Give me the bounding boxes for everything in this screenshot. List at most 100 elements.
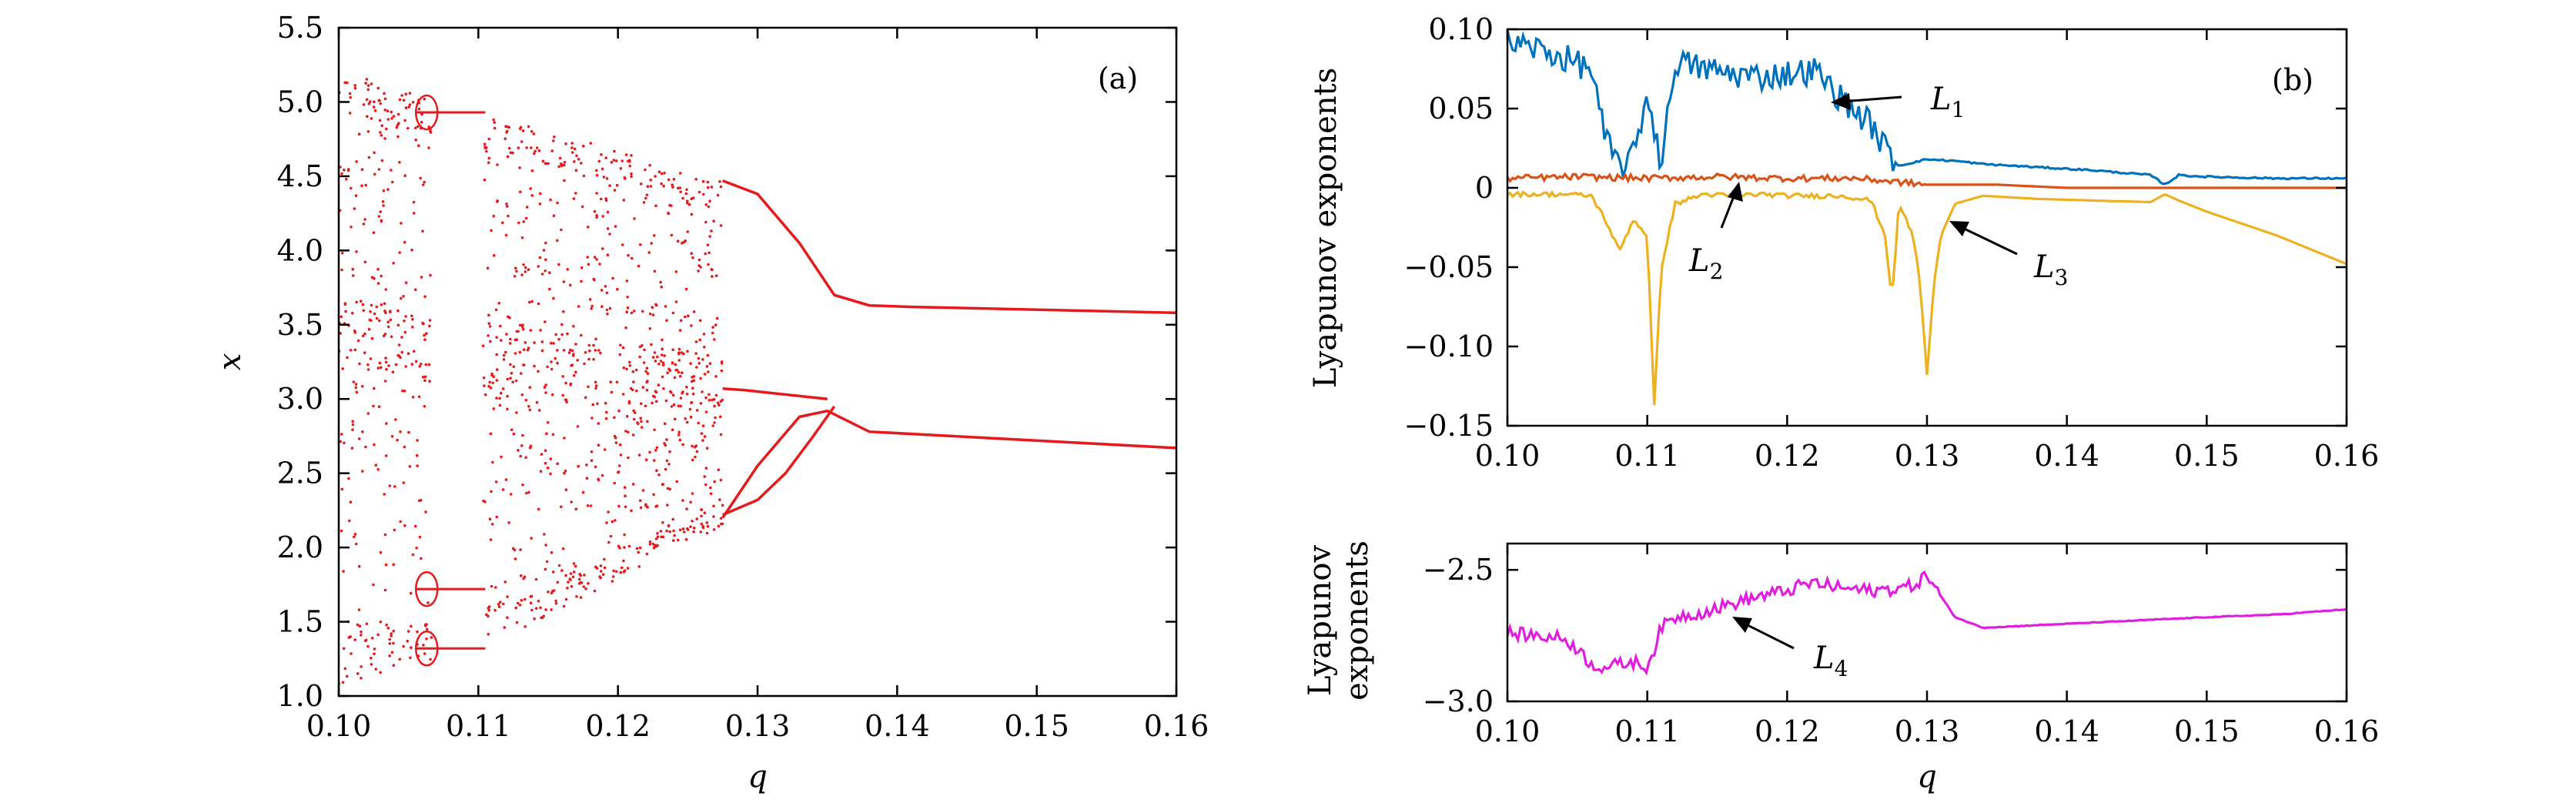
bifurcation-point: [501, 387, 505, 390]
bifurcation-point: [610, 161, 614, 164]
panel-b-xtick-label: 0.12: [1755, 439, 1820, 473]
bifurcation-point: [363, 332, 366, 336]
bifurcation-point: [489, 340, 492, 343]
bifurcation-point: [561, 547, 565, 550]
bifurcation-point: [424, 332, 428, 336]
bifurcation-point: [383, 302, 386, 306]
bifurcation-point: [537, 149, 541, 152]
bifurcation-point: [712, 504, 715, 508]
bifurcation-point: [587, 582, 590, 585]
bifurcation-point: [519, 125, 523, 129]
bifurcation-point: [496, 199, 499, 202]
bifurcation-point: [645, 552, 649, 556]
bifurcation-point: [721, 504, 724, 507]
bifurcation-point: [673, 534, 676, 537]
bifurcation-point: [656, 355, 659, 359]
bifurcation-point: [597, 478, 601, 482]
bifurcation-point: [514, 606, 517, 610]
bifurcation-point: [376, 86, 380, 90]
series-l4-line: [1507, 570, 2347, 676]
bifurcation-point: [413, 288, 417, 292]
bifurcation-point: [530, 169, 534, 172]
bifurcation-point: [547, 591, 550, 594]
bifurcation-point: [530, 608, 534, 612]
bifurcation-point: [515, 621, 519, 624]
bifurcation-point: [343, 441, 346, 445]
bifurcation-point: [594, 337, 597, 341]
bifurcation-point: [376, 468, 380, 471]
bifurcation-point: [524, 270, 527, 273]
bifurcation-point: [383, 380, 387, 383]
bifurcation-point: [702, 333, 706, 336]
bifurcation-point: [649, 179, 652, 182]
bifurcation-point: [500, 455, 503, 459]
bifurcation-point: [342, 570, 345, 573]
bifurcation-point: [671, 348, 674, 352]
bifurcation-point: [544, 391, 547, 394]
bifurcation-point: [699, 530, 703, 534]
bifurcation-point: [684, 417, 687, 420]
bifurcation-point: [361, 430, 364, 433]
bifurcation-point: [483, 393, 487, 396]
bifurcation-point: [487, 313, 490, 317]
bifurcation-point: [368, 318, 372, 322]
bifurcation-point: [714, 375, 718, 378]
bifurcation-point: [423, 405, 427, 408]
bifurcation-point: [494, 308, 498, 312]
bifurcation-point: [577, 577, 581, 581]
bifurcation-point: [423, 652, 427, 655]
bifurcation-point: [366, 130, 370, 133]
bifurcation-point: [689, 525, 692, 528]
bifurcation-point: [624, 494, 627, 497]
bifurcation-point: [653, 459, 656, 462]
bifurcation-point: [356, 623, 360, 627]
bifurcation-point: [343, 81, 346, 85]
bifurcation-point: [677, 433, 681, 437]
bifurcation-point: [637, 264, 641, 268]
bifurcation-point: [644, 458, 648, 461]
bifurcation-point: [699, 376, 702, 380]
bifurcation-point: [509, 493, 513, 496]
bifurcation-point: [537, 370, 540, 373]
bifurcation-point: [671, 186, 674, 189]
bifurcation-point: [540, 349, 544, 353]
bifurcation-point: [644, 404, 647, 408]
bifurcation-point: [544, 320, 547, 323]
bifurcation-point: [506, 407, 509, 411]
bifurcation-point: [718, 403, 721, 407]
bifurcation-point: [701, 526, 705, 529]
bifurcation-point: [719, 415, 722, 419]
bifurcation-point: [540, 616, 544, 620]
bifurcation-point: [664, 467, 667, 471]
bifurcation-point: [664, 305, 667, 308]
bifurcation-point: [640, 426, 644, 429]
bifurcation-point: [353, 330, 357, 334]
bifurcation-point: [583, 574, 586, 577]
bifurcation-point: [550, 367, 554, 371]
bifurcation-point: [487, 137, 491, 141]
bifurcation-point: [535, 146, 539, 149]
bifurcation-point: [399, 356, 402, 360]
bifurcation-point: [527, 125, 530, 129]
bifurcation-point: [660, 182, 663, 186]
bifurcation-point: [535, 400, 539, 404]
bifurcation-point: [655, 504, 659, 507]
bifurcation-point: [408, 465, 412, 468]
bifurcation-point: [564, 574, 567, 577]
bifurcation-point: [356, 672, 360, 675]
panel-b-xtick-label: 0.10: [1475, 439, 1541, 473]
bifurcation-point: [340, 315, 343, 319]
bifurcation-point: [567, 351, 571, 354]
bifurcation-point: [630, 154, 633, 157]
bifurcation-point: [506, 155, 510, 159]
bifurcation-point: [711, 275, 714, 278]
bifurcation-point: [388, 637, 392, 641]
bifurcation-point: [364, 638, 368, 642]
bifurcation-point: [410, 624, 413, 628]
bifurcation-point: [630, 175, 633, 179]
bifurcation-point: [648, 327, 652, 330]
bifurcation-point: [626, 296, 629, 299]
bifurcation-point: [496, 163, 499, 166]
bifurcation-point: [705, 447, 709, 450]
bifurcation-point: [406, 630, 410, 633]
